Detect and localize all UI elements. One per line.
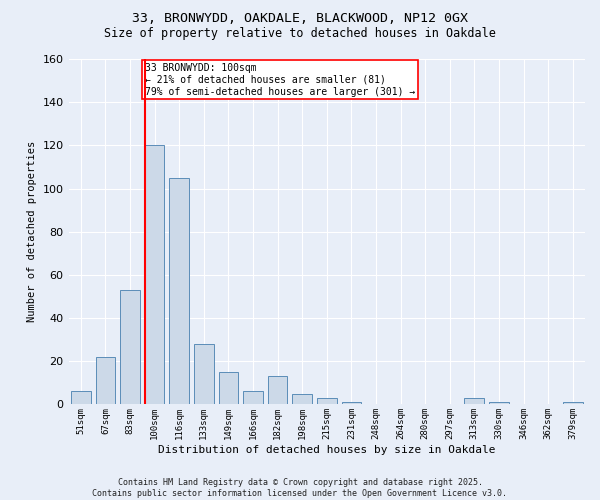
- Bar: [194, 344, 214, 405]
- Text: Contains HM Land Registry data © Crown copyright and database right 2025.
Contai: Contains HM Land Registry data © Crown c…: [92, 478, 508, 498]
- Text: Size of property relative to detached houses in Oakdale: Size of property relative to detached ho…: [104, 28, 496, 40]
- Bar: [169, 178, 189, 404]
- Bar: [268, 376, 287, 404]
- Text: 33, BRONWYDD, OAKDALE, BLACKWOOD, NP12 0GX: 33, BRONWYDD, OAKDALE, BLACKWOOD, NP12 0…: [132, 12, 468, 26]
- Bar: [145, 146, 164, 404]
- Bar: [120, 290, 140, 405]
- Bar: [71, 392, 91, 404]
- Bar: [341, 402, 361, 404]
- Bar: [317, 398, 337, 404]
- Bar: [243, 392, 263, 404]
- Bar: [489, 402, 509, 404]
- Bar: [563, 402, 583, 404]
- Y-axis label: Number of detached properties: Number of detached properties: [27, 141, 37, 322]
- Bar: [292, 394, 312, 404]
- Text: 33 BRONWYDD: 100sqm
← 21% of detached houses are smaller (81)
79% of semi-detach: 33 BRONWYDD: 100sqm ← 21% of detached ho…: [145, 64, 416, 96]
- Bar: [218, 372, 238, 404]
- Bar: [95, 357, 115, 405]
- X-axis label: Distribution of detached houses by size in Oakdale: Distribution of detached houses by size …: [158, 445, 496, 455]
- Bar: [464, 398, 484, 404]
